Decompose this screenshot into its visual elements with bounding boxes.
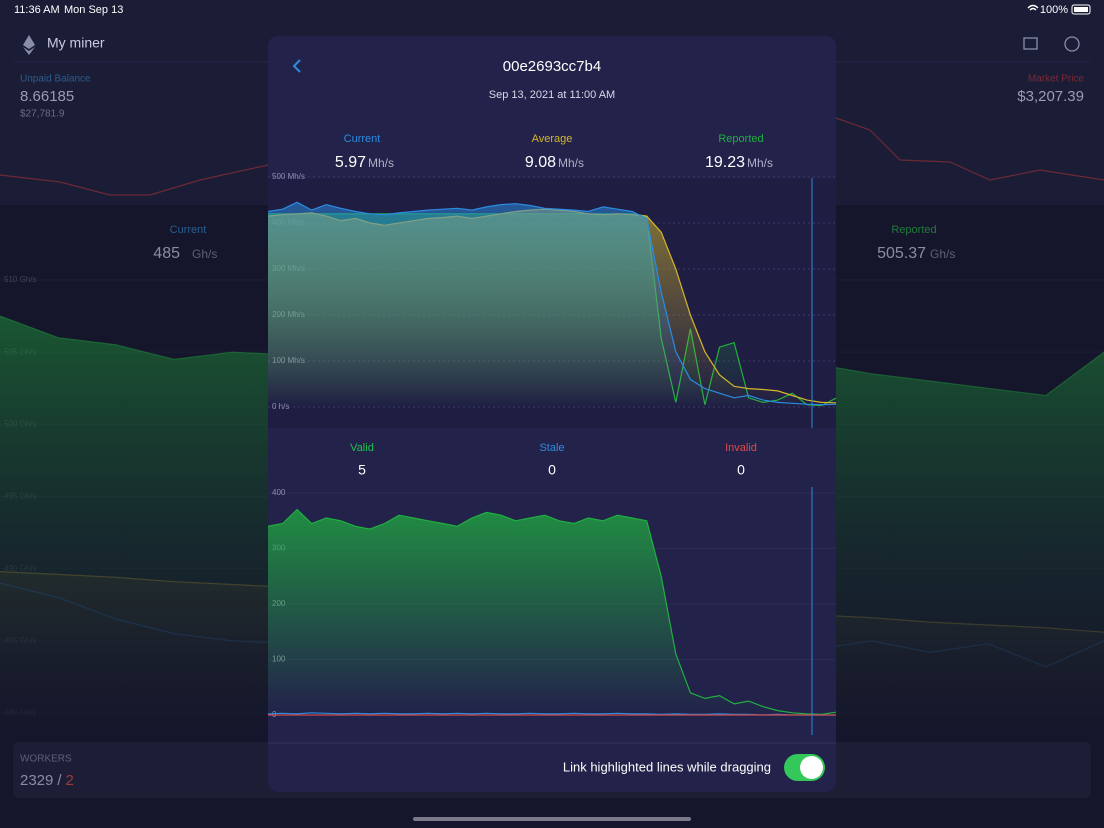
series-line xyxy=(267,508,837,716)
toggle-label: Link highlighted lines while dragging xyxy=(563,759,771,774)
bg-current-unit: Gh/s xyxy=(192,247,217,261)
workers-row: 2329/2 xyxy=(20,772,74,789)
stat-label: Average xyxy=(532,133,573,145)
workers-label: WORKERS xyxy=(20,754,72,765)
stat-value: 9.08 xyxy=(525,154,556,171)
series-area xyxy=(268,202,836,407)
bg-reported-label: Reported xyxy=(891,224,936,236)
unpaid-usd: $27,781.9 xyxy=(20,109,65,120)
stat-label: Valid xyxy=(350,442,374,454)
series-area xyxy=(268,509,836,715)
bg-reported-value: 505.37 xyxy=(877,245,926,262)
settings-icon[interactable] xyxy=(1064,36,1080,52)
price-label: Market Price xyxy=(1028,74,1085,85)
workers-offline: 2 xyxy=(66,772,74,789)
unpaid-value: 8.66185 xyxy=(20,88,74,105)
status-date: Mon Sep 13 xyxy=(64,4,123,16)
status-time: 11:36 AM xyxy=(14,4,60,16)
price-value: $3,207.39 xyxy=(1017,88,1084,105)
stat-label: Reported xyxy=(718,133,763,145)
workers-separator: / xyxy=(57,772,62,789)
workers-total: 2329 xyxy=(20,772,53,789)
modal: 00e2693cc7b4 Sep 13, 2021 at 11:00 AM 0 … xyxy=(267,36,837,792)
app-title: My miner xyxy=(47,35,105,51)
stat-label: Stale xyxy=(539,442,564,454)
battery-text: 100% xyxy=(1040,4,1068,16)
wifi-icon xyxy=(1027,4,1039,11)
y-tick-label: 400 xyxy=(272,488,286,497)
battery-icon xyxy=(1071,4,1091,15)
stat-value: 0 xyxy=(737,462,745,478)
toggle-switch[interactable] xyxy=(784,754,825,781)
stat-unit: Mh/s xyxy=(747,156,773,170)
bg-current-value: 485 xyxy=(153,245,180,262)
stat-value: 0 xyxy=(548,462,556,478)
modal-title: 00e2693cc7b4 xyxy=(503,58,601,75)
list-icon[interactable] xyxy=(1023,37,1038,50)
stat-label: Current xyxy=(344,133,381,145)
series-line xyxy=(267,201,837,406)
stat-value: 5 xyxy=(358,462,366,478)
price-sparkline xyxy=(0,117,1104,196)
stat-value: 5.97 xyxy=(335,154,366,171)
bg-reported-unit: Gh/s xyxy=(930,247,955,261)
stat-unit: Mh/s xyxy=(368,156,394,170)
battery-level xyxy=(1074,7,1088,12)
bg-current-label: Current xyxy=(170,224,207,236)
home-indicator xyxy=(413,817,691,821)
eth-logo[interactable] xyxy=(23,35,35,55)
unpaid-label: Unpaid Balance xyxy=(20,74,91,85)
stat-unit: Mh/s xyxy=(558,156,584,170)
shares-chart: 0100200300400 xyxy=(267,488,837,719)
toggle-knob xyxy=(800,756,823,779)
modal-date: Sep 13, 2021 at 11:00 AM xyxy=(489,89,615,101)
stat-label: Invalid xyxy=(725,442,757,454)
stat-value: 19.23 xyxy=(705,154,745,171)
y-tick-label: 500 Mh/s xyxy=(272,172,305,181)
back-button[interactable] xyxy=(292,59,301,73)
